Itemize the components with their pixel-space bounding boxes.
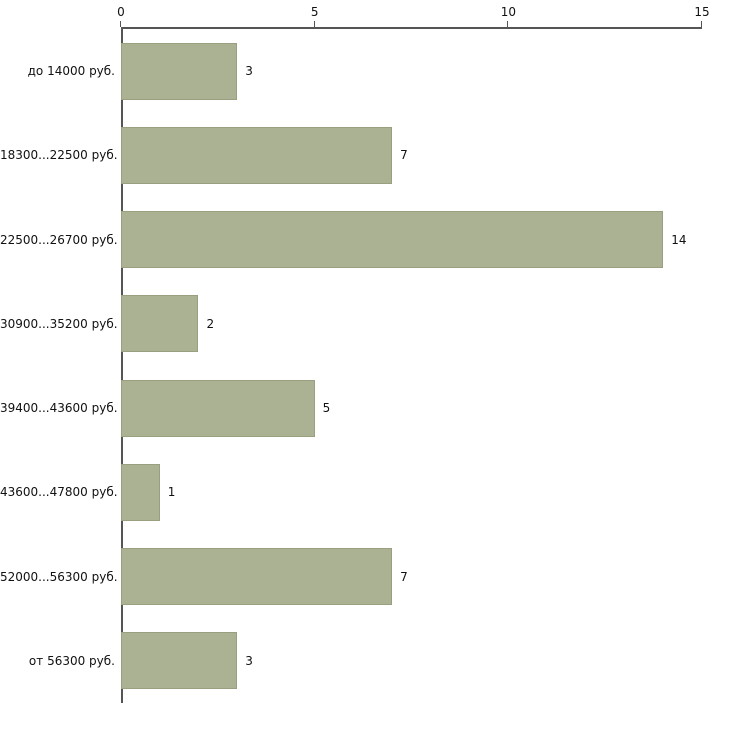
- category-label: 52000...56300 руб.: [0, 569, 118, 584]
- plot-area: [121, 27, 702, 703]
- category-label: 22500...26700 руб.: [0, 232, 118, 247]
- x-tick-mark: [120, 21, 121, 27]
- bar-track: 5: [121, 366, 702, 450]
- bar-track: 3: [121, 29, 702, 113]
- x-tick-label: 10: [500, 5, 516, 19]
- bar: [121, 211, 664, 269]
- bar: [121, 548, 393, 606]
- value-label: 2: [206, 316, 215, 331]
- chart-row: 18300...22500 руб. 7: [0, 113, 702, 197]
- bar: [121, 379, 315, 437]
- value-label: 3: [245, 64, 253, 79]
- category-label: 18300...22500 руб.: [0, 148, 118, 163]
- category-label: 43600...47800 руб.: [0, 485, 118, 500]
- bar: [121, 126, 393, 184]
- bar: [121, 42, 238, 100]
- category-label: до 14000 руб.: [27, 64, 115, 79]
- x-tick-label: 5: [310, 5, 319, 19]
- bar: [121, 463, 160, 521]
- chart-row: 39400...43600 руб. 5: [0, 366, 702, 450]
- category-label: 30900...35200 руб.: [0, 316, 118, 331]
- value-label: 7: [400, 148, 408, 163]
- chart-row: 52000...56300 руб. 7: [0, 535, 702, 619]
- x-tick-label: 15: [694, 5, 710, 19]
- chart-row: 30900...35200 руб. 2: [0, 282, 702, 366]
- chart-row: 43600...47800 руб. 1: [0, 450, 702, 534]
- bar: [121, 632, 238, 690]
- x-tick-mark: [507, 21, 509, 27]
- category-label: 39400...43600 руб.: [0, 401, 118, 416]
- chart-row: от 56300 руб. 3: [0, 619, 702, 703]
- x-tick-mark: [701, 21, 702, 27]
- value-label: 7: [400, 569, 408, 584]
- bar-track: 3: [121, 619, 702, 703]
- chart-rows: до 14000 руб. 3 18300...22500 руб. 7 22500..…: [0, 29, 702, 703]
- bar: [121, 295, 199, 353]
- bar-track: 2: [121, 282, 702, 366]
- x-tick-mark: [313, 21, 315, 27]
- bar-track: 7: [121, 113, 702, 197]
- x-axis: 0 5 10 15: [117, 0, 710, 27]
- value-label: 14: [671, 232, 687, 247]
- bar-track: 1: [121, 450, 702, 534]
- bar-track: 14: [121, 198, 702, 282]
- category-label: от 56300 руб.: [28, 653, 115, 668]
- chart-row: 22500...26700 руб. 14: [0, 198, 702, 282]
- bar-track: 7: [121, 535, 702, 619]
- value-label: 1: [167, 485, 176, 500]
- x-tick-label: 0: [117, 5, 125, 19]
- value-label: 5: [322, 401, 331, 416]
- chart-row: до 14000 руб. 3: [0, 29, 702, 113]
- value-label: 3: [245, 653, 253, 668]
